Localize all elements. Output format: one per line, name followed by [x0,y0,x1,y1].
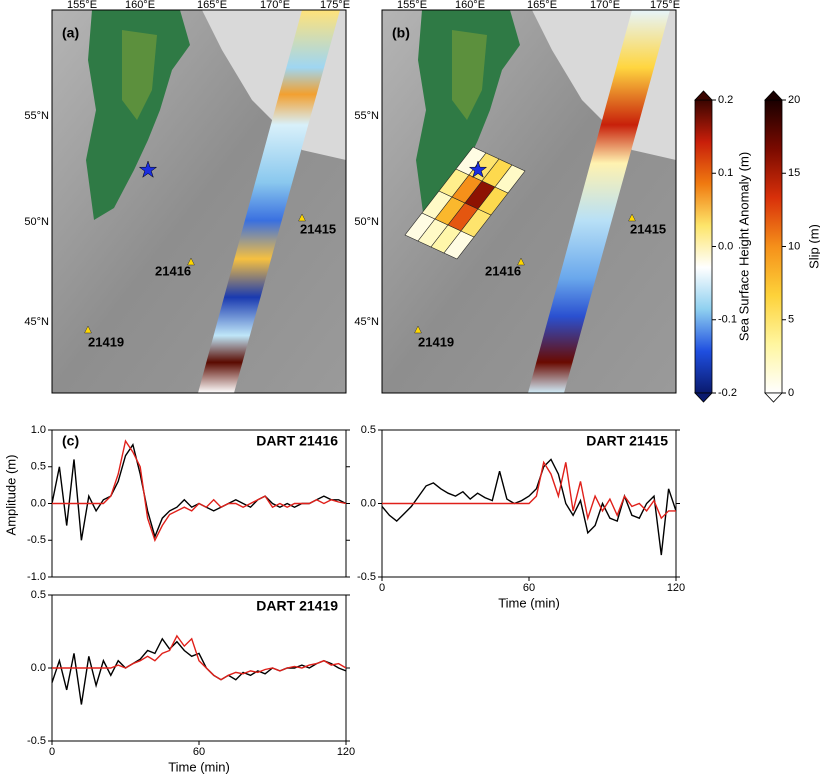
chart-title: DART 21416 [256,433,338,449]
station-marker [84,325,92,334]
series-line [381,458,677,556]
series-line [52,634,347,681]
lon-label: 170°E [590,0,620,11]
lon-label: 160°E [455,0,485,11]
y-tick-label: 0.0 [361,497,376,509]
lon-label: 155°E [397,0,427,11]
swath [528,10,670,393]
colorbar-tick-label: -0.2 [718,387,737,399]
map-frame [51,9,347,394]
epicenter [468,160,488,178]
lon-label: 175°E [650,0,680,11]
y-tick-label: 0.5 [31,589,46,601]
colorbar-tick-label: 0.1 [718,167,733,179]
epicenter [138,160,158,178]
station-marker [187,257,195,266]
colorbar-arrow [764,392,783,403]
lat-label: 55°N [24,110,49,122]
colorbar-tick-label: 15 [788,167,800,179]
station-label: 21416 [485,263,521,278]
chart-title: DART 21419 [256,598,338,614]
colorbar-tick-label: 0.2 [718,94,733,106]
x-tick-label: 60 [193,746,205,758]
lat-label: 45°N [24,316,49,328]
lat-label: 50°N [24,216,49,228]
colorbar-arrow [694,392,713,403]
swath [198,10,340,393]
x-tick-label: 0 [49,746,55,758]
x-axis-label: Time (min) [168,759,230,774]
chart-title: DART 21415 [586,433,668,449]
colorbar-label: Slip (m) [806,224,820,269]
x-axis-label: Time (min) [498,595,560,610]
y-tick-label: -0.5 [357,571,376,583]
station-label: 21415 [300,221,336,236]
y-tick-label: -1.0 [27,571,46,583]
colorbar-tick-label: 10 [788,240,800,252]
lat-label: 45°N [354,316,379,328]
colorbar-label: Sea Surface Height Anomaly (m) [736,152,751,341]
map-frame [381,9,677,394]
station-marker [298,213,306,222]
lon-label: 155°E [67,0,97,11]
y-tick-label: 0.5 [31,461,46,473]
colorbar-tick-label: -0.1 [718,314,737,326]
station-label: 21419 [418,334,454,349]
station-label: 21419 [88,334,124,349]
y-axis-label: Amplitude (m) [3,455,18,536]
colorbar-tick-label: 0 [788,387,794,399]
x-tick-label: 0 [379,582,385,594]
station-marker [628,213,636,222]
lat-label: 55°N [354,110,379,122]
series-line [382,460,676,521]
panel-label: (b) [392,25,410,41]
x-tick-label: 120 [667,582,685,594]
lon-label: 170°E [260,0,290,11]
station-label: 21416 [155,263,191,278]
lon-label: 165°E [197,0,227,11]
y-tick-label: -0.5 [27,534,46,546]
x-tick-label: 120 [337,746,355,758]
y-tick-label: 0.0 [31,662,46,674]
colorbar [764,99,783,394]
lon-label: 160°E [125,0,155,11]
series-line [52,439,347,543]
panel-label: (a) [62,25,79,41]
y-tick-label: 0.5 [361,424,376,436]
colorbar-tick-label: 5 [788,314,794,326]
colorbar-tick-label: 0.0 [718,240,733,252]
y-tick-label: 1.0 [31,424,46,436]
lon-label: 165°E [527,0,557,11]
colorbar-tick-label: 20 [788,94,800,106]
lat-label: 50°N [354,216,379,228]
lon-label: 175°E [320,0,350,11]
y-tick-label: 0.0 [31,497,46,509]
colorbar-arrow [694,90,713,101]
colorbar [694,99,713,394]
station-marker [517,257,525,266]
panel-label: (c) [62,433,79,449]
slip-cell [494,164,526,194]
station-marker [414,325,422,334]
y-tick-label: -0.5 [27,735,46,747]
station-label: 21415 [630,221,666,236]
colorbar-arrow [764,90,783,101]
x-tick-label: 60 [523,582,535,594]
